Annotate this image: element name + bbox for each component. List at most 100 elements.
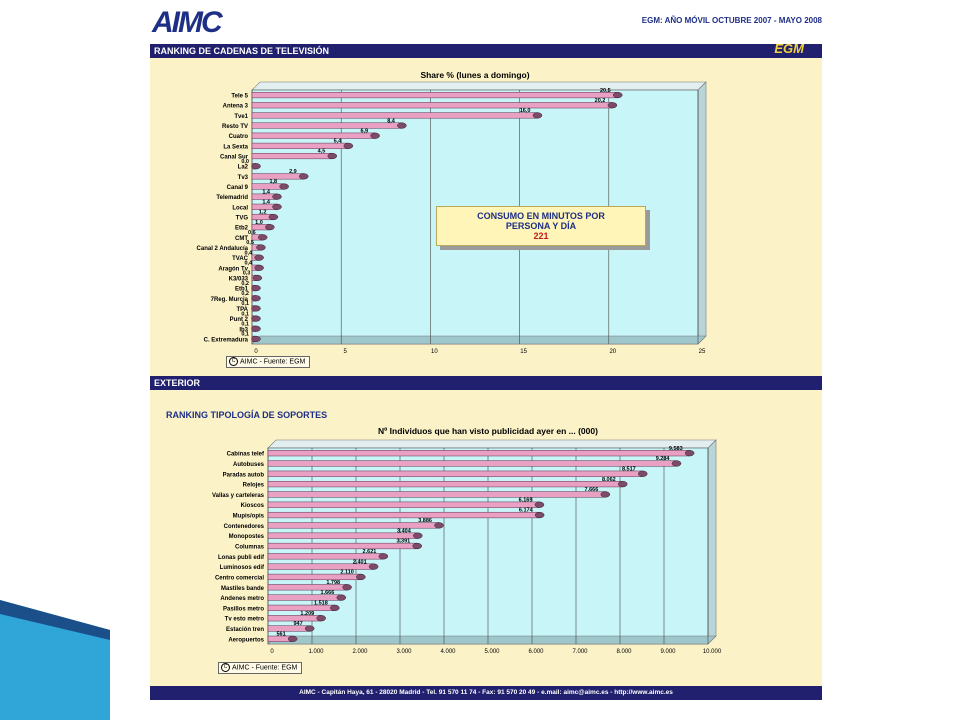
tv-bar-cap — [252, 274, 263, 282]
ext-bar-cap — [378, 553, 389, 560]
tv-bar-cap — [256, 244, 266, 251]
ext-bar — [267, 460, 677, 467]
ext-value-label: 561 — [276, 632, 285, 638]
tv-value-label: 0,2 — [241, 291, 249, 297]
tv-value-label: 8,4 — [387, 118, 396, 124]
tv-category-label: La Sexta — [223, 144, 248, 150]
slide-panel: RANKING DE CADENAS DE TELEVISIÓN EGM Sha… — [150, 41, 822, 700]
ext-value-label: 1.209 — [300, 611, 314, 617]
tv-value-label: 0,5 — [246, 240, 254, 246]
ext-bar-cap — [637, 470, 648, 477]
tv-bar-cap — [532, 112, 543, 119]
tv-value-label: 0,4 — [244, 250, 253, 256]
tv-tick-label: 5 — [344, 349, 348, 355]
ext-tick-label: 6.000 — [528, 649, 544, 655]
tv-value-label: 0,1 — [241, 321, 249, 327]
tv-category-label: Antena 3 — [223, 104, 249, 110]
tv-category-label: Cuatro — [229, 134, 249, 140]
copyright-icon: C — [229, 357, 238, 366]
tv-bar-cap — [397, 122, 407, 129]
tv-tick-label: 25 — [699, 349, 706, 355]
tv-bar-cap — [298, 173, 309, 180]
ext-category-label: Centro comercial — [215, 575, 264, 581]
ext-tick-label: 3.000 — [396, 649, 412, 655]
ext-bar-cap — [287, 635, 298, 642]
ext-tick-label: 5.000 — [484, 649, 500, 655]
tv-bar-cap — [254, 254, 264, 261]
ext-value-label: 1.798 — [326, 580, 340, 586]
tv-category-label: TPA — [236, 307, 248, 313]
ext-bar — [267, 542, 418, 550]
ext-tick-label: 0 — [270, 649, 274, 655]
ext-bar-cap — [356, 573, 366, 581]
ext-bar-cap — [316, 615, 326, 622]
ext-value-label: 9.284 — [656, 456, 671, 462]
tv-value-label: 1,8 — [269, 179, 277, 185]
callout-line2: PERSONA Y DÍA — [505, 221, 577, 231]
tv-bar-cap — [257, 234, 268, 241]
ext-tick-label: 4.000 — [440, 649, 456, 655]
tv-bar-cap — [268, 213, 279, 221]
tv-category-label: Tv3 — [238, 175, 249, 181]
ext-value-label: 8.517 — [622, 466, 636, 472]
tv-value-label: 16,0 — [520, 108, 531, 114]
ext-bar-cap — [671, 460, 682, 467]
ext-bar-cap — [336, 594, 347, 601]
exterior-ranking-title: RANKING TIPOLOGÍA DE SOPORTES — [166, 410, 328, 420]
tv-value-label: 2,9 — [289, 169, 297, 175]
callout-value: 221 — [533, 231, 549, 241]
ext-bar-cap — [330, 604, 340, 611]
tv-category-label: Telemadrid — [216, 195, 248, 201]
ext-value-label: 1.518 — [314, 601, 328, 607]
ext-bar — [267, 522, 440, 529]
tv-tick-label: 0 — [254, 349, 258, 355]
ext-category-label: Mastiles bande — [221, 586, 265, 592]
ext-value-label: 2.401 — [353, 559, 367, 565]
ext-value-label: 8.062 — [602, 477, 616, 483]
ext-value-label: 1.666 — [321, 590, 335, 596]
exterior-section-title: EXTERIOR — [154, 378, 201, 388]
tv-bar-cap — [279, 183, 289, 190]
tv-bar-cap — [251, 295, 261, 302]
ext-value-label: 2.110 — [340, 570, 353, 576]
ext-bar — [267, 532, 419, 539]
tv-category-label: Ib3 — [239, 327, 248, 333]
tv-category-label: Punt 2 — [230, 317, 249, 323]
ext-bar-cap — [412, 542, 422, 550]
tv-bar-cap — [251, 305, 261, 312]
tv-value-label: 20,5 — [600, 88, 611, 94]
tv-category-label: Aragón Tv — [218, 266, 248, 272]
tv-source-label: AIMC - Fuente: EGM — [240, 358, 306, 366]
tv-bar-cap — [265, 224, 275, 231]
tv-category-label: TVG — [236, 216, 249, 222]
ext-bar — [267, 625, 310, 632]
tv-value-label: 1,0 — [255, 220, 263, 226]
tv-category-label: Etb2 — [235, 226, 249, 232]
tv-category-label: Tele 5 — [231, 94, 248, 100]
tv-bar-cap — [607, 102, 618, 109]
tv-value-label: 0,6 — [248, 230, 256, 236]
tv-value-label: 0,0 — [241, 159, 249, 165]
ext-bar-cap — [342, 584, 352, 591]
ext-category-label: Tv esto metro — [225, 617, 265, 623]
ext-tick-label: 7.000 — [572, 649, 588, 655]
tv-tick-label: 10 — [431, 349, 438, 355]
ext-value-label: 9.583 — [669, 446, 683, 452]
tv-tick-label: 20 — [609, 349, 616, 355]
exterior-audience-chart: Nº Individuos que han visto publicidad a… — [212, 426, 722, 655]
tv-chart-title: Share % (lunes a domingo) — [420, 70, 529, 80]
ext-category-label: Columnas — [235, 545, 265, 551]
ext-value-label: 947 — [293, 621, 302, 627]
footer-contact: AIMC - Capitán Haya, 61 - 28020 Madrid -… — [150, 686, 822, 700]
tv-source-box: C AIMC - Fuente: EGM — [226, 356, 311, 368]
exterior-source-box: C AIMC - Fuente: EGM — [218, 662, 303, 674]
ext-bar-cap — [534, 511, 545, 519]
ext-category-label: Lonas publi edif — [218, 555, 265, 561]
tv-category-label: TVAC — [232, 256, 249, 262]
tv-category-label: Canal Sur — [220, 155, 249, 161]
tv-bar-cap — [251, 325, 261, 332]
ext-tick-label: 8.000 — [616, 649, 632, 655]
tv-value-label: 0,1 — [241, 332, 249, 338]
egm-logo: EGM — [774, 41, 804, 56]
survey-title: EGM: AÑO MÓVIL OCTUBRE 2007 - MAYO 2008 — [641, 16, 822, 25]
